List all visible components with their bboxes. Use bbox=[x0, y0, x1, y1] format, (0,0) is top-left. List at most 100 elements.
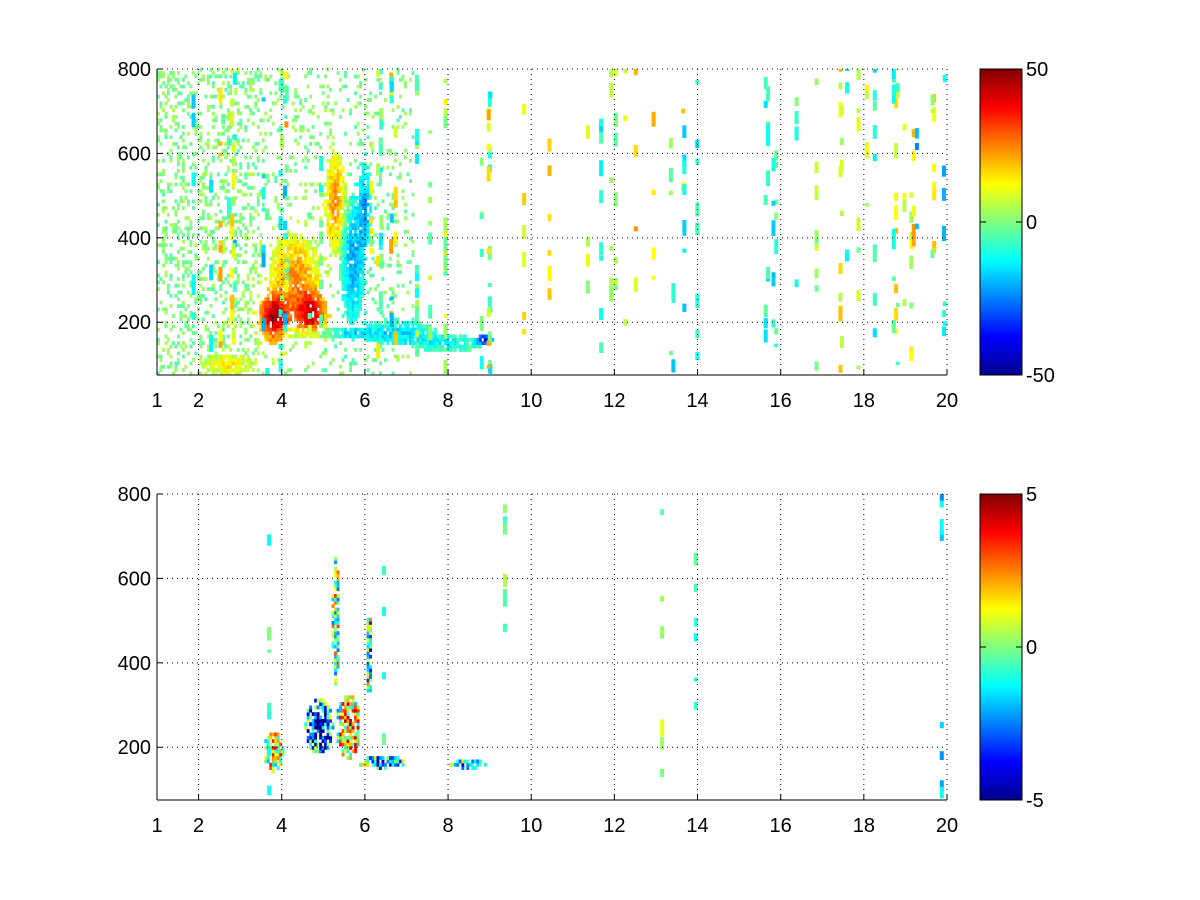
heatmap-cell bbox=[349, 253, 352, 258]
heatmap-cell bbox=[326, 732, 330, 737]
heatmap-cell bbox=[471, 766, 475, 770]
heatmap-cell bbox=[354, 182, 357, 187]
heatmap-cell bbox=[356, 314, 360, 318]
heatmap-cell bbox=[294, 169, 298, 173]
heatmap-streak bbox=[389, 95, 394, 104]
heatmap-cell bbox=[194, 152, 198, 156]
heatmap-cell bbox=[311, 260, 315, 264]
heatmap-cell bbox=[201, 341, 205, 345]
heatmap-cell bbox=[339, 371, 342, 376]
heatmap-cell bbox=[301, 273, 305, 278]
heatmap-cell bbox=[211, 155, 215, 160]
heatmap-cell bbox=[189, 361, 193, 366]
heatmap-cell bbox=[157, 77, 160, 82]
heatmap-streak bbox=[502, 589, 507, 603]
heatmap-cell bbox=[336, 577, 340, 581]
heatmap-cell bbox=[216, 172, 220, 177]
heatmap-cell bbox=[326, 212, 330, 217]
heatmap-cell bbox=[404, 148, 407, 153]
heatmap-cell bbox=[296, 314, 300, 318]
heatmap-streak bbox=[838, 364, 843, 373]
heatmap-cell bbox=[458, 334, 462, 339]
heatmap-cell bbox=[334, 627, 337, 632]
heatmap-cell bbox=[306, 283, 310, 288]
heatmap-cell bbox=[216, 138, 220, 143]
heatmap-cell bbox=[331, 610, 335, 615]
heatmap-streak bbox=[414, 273, 419, 282]
heatmap-cell bbox=[246, 310, 250, 315]
heatmap-cell bbox=[314, 735, 318, 740]
heatmap-cell bbox=[291, 260, 295, 264]
heatmap-cell bbox=[401, 77, 405, 82]
heatmap-cell bbox=[281, 749, 285, 754]
heatmap-cell bbox=[326, 182, 330, 187]
heatmap-cell bbox=[251, 216, 255, 221]
heatmap-cell bbox=[169, 344, 173, 349]
heatmap-cell bbox=[319, 735, 323, 740]
heatmap-streak bbox=[218, 240, 223, 245]
heatmap-cell bbox=[356, 290, 360, 295]
heatmap-streak bbox=[693, 583, 698, 592]
heatmap-cell bbox=[311, 206, 315, 210]
heatmap-cell bbox=[341, 233, 345, 237]
heatmap-cell bbox=[326, 226, 330, 231]
heatmap-cell bbox=[286, 317, 290, 322]
heatmap-streak bbox=[766, 123, 771, 137]
heatmap-cell bbox=[396, 104, 400, 109]
heatmap-cell bbox=[344, 698, 347, 703]
heatmap-cell bbox=[269, 263, 273, 268]
heatmap-streak bbox=[487, 91, 492, 107]
heatmap-cell bbox=[301, 253, 305, 258]
heatmap-cell bbox=[251, 229, 255, 234]
heatmap-cell bbox=[391, 165, 395, 170]
heatmap-cell bbox=[336, 216, 340, 221]
heatmap-cell bbox=[299, 300, 303, 305]
heatmap-cell bbox=[162, 246, 165, 251]
heatmap-cell bbox=[384, 358, 387, 362]
heatmap-cell bbox=[172, 256, 175, 261]
heatmap-cell bbox=[256, 158, 260, 163]
heatmap-cell bbox=[341, 196, 345, 200]
heatmap-cell bbox=[406, 331, 410, 335]
x-tick-label: 16 bbox=[770, 390, 792, 412]
heatmap-cell bbox=[331, 158, 335, 163]
heatmap-cell bbox=[301, 310, 305, 315]
heatmap-cell bbox=[274, 290, 278, 295]
heatmap-cell bbox=[334, 179, 337, 183]
heatmap-cell bbox=[369, 637, 372, 642]
heatmap-cell bbox=[334, 678, 337, 683]
heatmap-cell bbox=[349, 287, 352, 291]
heatmap-streak bbox=[428, 182, 433, 188]
heatmap-streak bbox=[191, 112, 196, 127]
heatmap-cell bbox=[189, 250, 193, 254]
heatmap-cell bbox=[339, 223, 342, 227]
heatmap-cell bbox=[256, 98, 260, 102]
heatmap-cell bbox=[436, 344, 440, 349]
heatmap-cell bbox=[331, 233, 335, 237]
heatmap-cell bbox=[311, 729, 315, 733]
heatmap-cell bbox=[334, 597, 337, 602]
heatmap-cell bbox=[274, 267, 278, 271]
heatmap-cell bbox=[331, 597, 335, 602]
heatmap-cell bbox=[196, 233, 200, 237]
heatmap-cell bbox=[433, 334, 437, 339]
heatmap-cell bbox=[221, 327, 225, 332]
heatmap-cell bbox=[291, 290, 295, 295]
heatmap-cell bbox=[224, 172, 228, 177]
heatmap-cell bbox=[179, 304, 183, 308]
heatmap-cell bbox=[319, 742, 323, 747]
heatmap-streak bbox=[856, 108, 861, 113]
heatmap-cell bbox=[206, 142, 210, 146]
heatmap-cell bbox=[354, 280, 357, 285]
heatmap-streak bbox=[774, 199, 779, 205]
heatmap-cell bbox=[309, 746, 313, 750]
heatmap-cell bbox=[374, 756, 377, 760]
heatmap-cell bbox=[174, 142, 178, 146]
heatmap-cell bbox=[177, 77, 180, 82]
heatmap-cell bbox=[466, 337, 470, 342]
heatmap-cell bbox=[211, 111, 215, 116]
heatmap-cell bbox=[461, 348, 465, 352]
heatmap-cell bbox=[331, 722, 335, 727]
heatmap-cell bbox=[336, 617, 340, 622]
heatmap-cell bbox=[244, 368, 248, 372]
